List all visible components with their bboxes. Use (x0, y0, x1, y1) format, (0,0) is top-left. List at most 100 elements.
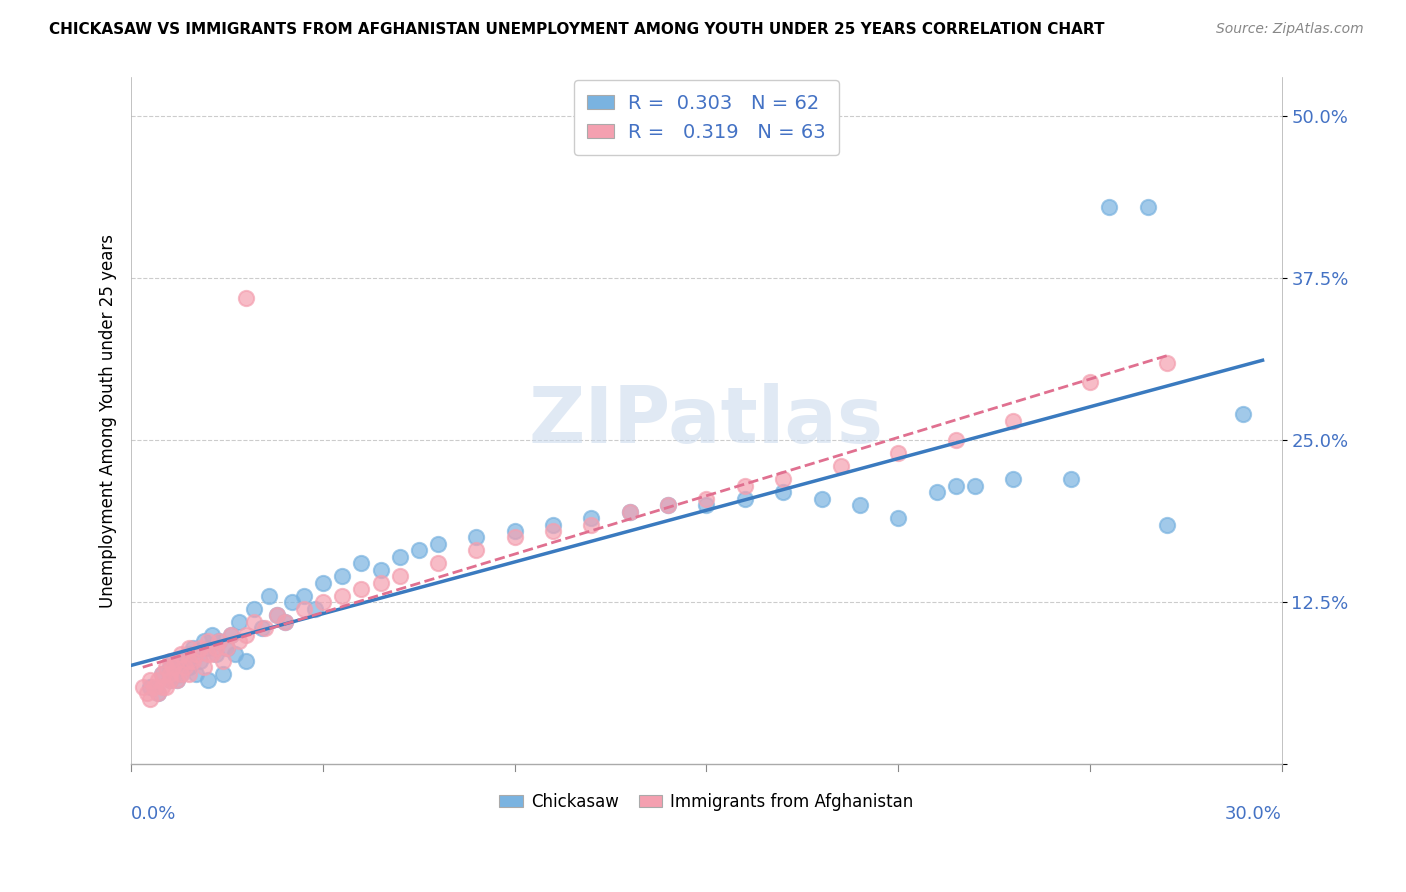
Point (695, 498, 717, 512)
Point (1156, 355, 1178, 369)
Text: 0.0%: 0.0% (131, 805, 177, 823)
Point (945, 478, 967, 492)
Point (266, 608, 288, 623)
Point (162, 654, 184, 668)
Point (1078, 375, 1101, 389)
Point (235, 628, 257, 642)
Point (695, 491, 717, 506)
Point (170, 666, 193, 681)
Point (830, 459, 852, 474)
Point (170, 666, 193, 681)
Point (330, 569, 353, 583)
Point (201, 628, 224, 642)
Point (177, 647, 200, 661)
Point (208, 634, 231, 648)
Point (208, 634, 231, 648)
Point (408, 543, 430, 558)
Point (1098, 200, 1121, 214)
Point (201, 647, 224, 661)
Point (963, 478, 986, 492)
Point (887, 511, 910, 525)
Point (273, 615, 295, 629)
Point (503, 531, 526, 545)
Legend: Chickasaw, Immigrants from Afghanistan: Chickasaw, Immigrants from Afghanistan (492, 787, 921, 818)
Text: CHICKASAW VS IMMIGRANTS FROM AFGHANISTAN UNEMPLOYMENT AMONG YOUTH UNDER 25 YEARS: CHICKASAW VS IMMIGRANTS FROM AFGHANISTAN… (49, 22, 1105, 37)
Point (427, 557, 450, 571)
Point (503, 524, 526, 538)
Point (250, 621, 273, 635)
Point (159, 673, 181, 687)
Point (281, 595, 304, 609)
Text: 30.0%: 30.0% (1225, 805, 1282, 823)
Point (887, 446, 910, 460)
Text: Source: ZipAtlas.com: Source: ZipAtlas.com (1216, 22, 1364, 37)
Point (143, 680, 166, 694)
Point (312, 595, 335, 609)
Point (304, 601, 326, 615)
Point (150, 680, 173, 694)
Point (132, 680, 155, 694)
Point (228, 615, 250, 629)
Point (243, 615, 266, 629)
Point (427, 537, 450, 551)
Point (1002, 472, 1025, 486)
Point (174, 660, 197, 674)
Point (139, 692, 162, 706)
Point (259, 589, 281, 603)
Point (146, 673, 169, 687)
Point (166, 673, 188, 687)
Point (193, 634, 215, 648)
Point (657, 498, 679, 512)
Point (388, 569, 411, 583)
Point (1136, 200, 1159, 214)
Point (292, 589, 315, 603)
Point (139, 673, 162, 687)
Point (1232, 408, 1254, 422)
Point (159, 673, 181, 687)
Point (849, 498, 872, 512)
Point (465, 543, 488, 558)
Point (370, 563, 392, 577)
Point (170, 647, 193, 661)
Text: ZIPatlas: ZIPatlas (529, 383, 884, 458)
Point (254, 621, 277, 635)
Point (619, 505, 641, 519)
Point (292, 601, 315, 615)
Point (350, 582, 373, 597)
Point (166, 673, 188, 687)
Point (155, 660, 177, 674)
Point (810, 491, 832, 506)
Point (146, 686, 169, 700)
Point (541, 517, 564, 532)
Point (235, 654, 257, 668)
Point (197, 640, 219, 655)
Point (772, 485, 794, 500)
Point (177, 660, 200, 674)
Point (162, 660, 184, 674)
Point (734, 478, 756, 492)
Point (273, 615, 295, 629)
Point (235, 291, 257, 305)
Point (243, 601, 266, 615)
Point (135, 686, 157, 700)
Point (188, 654, 211, 668)
Y-axis label: Unemployment Among Youth under 25 years: Unemployment Among Youth under 25 years (100, 234, 117, 607)
Point (204, 647, 226, 661)
Point (734, 491, 756, 506)
Point (312, 575, 335, 590)
Point (266, 608, 288, 623)
Point (150, 666, 173, 681)
Point (1060, 472, 1083, 486)
Point (159, 654, 181, 668)
Point (197, 673, 219, 687)
Point (350, 557, 373, 571)
Point (219, 628, 242, 642)
Point (177, 640, 200, 655)
Point (619, 505, 641, 519)
Point (150, 666, 173, 681)
Point (166, 654, 188, 668)
Point (224, 647, 246, 661)
Point (177, 666, 200, 681)
Point (541, 524, 564, 538)
Point (219, 628, 242, 642)
